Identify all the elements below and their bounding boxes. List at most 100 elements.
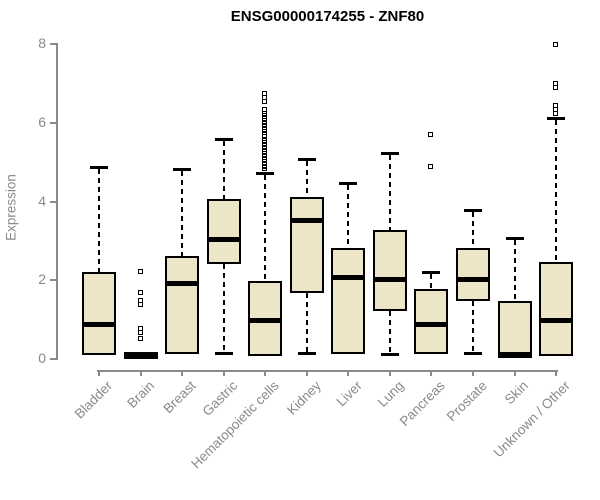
outlier-point bbox=[553, 81, 559, 87]
upper-whisker bbox=[472, 212, 475, 248]
upper-whisker bbox=[222, 141, 225, 199]
median-line bbox=[497, 351, 532, 357]
median-line bbox=[456, 276, 491, 282]
x-axis-tick bbox=[98, 370, 100, 376]
y-axis-tick bbox=[50, 279, 56, 282]
upper-whisker-cap bbox=[505, 237, 524, 240]
y-tick-label: 8 bbox=[38, 34, 46, 51]
category-label: Prostate bbox=[443, 378, 490, 425]
median-line bbox=[248, 318, 283, 324]
upper-whisker bbox=[430, 273, 433, 290]
outlier-point bbox=[137, 290, 143, 296]
outlier-point bbox=[428, 132, 434, 138]
x-axis-tick bbox=[347, 370, 350, 376]
x-axis-tick bbox=[388, 370, 391, 376]
upper-whisker-cap bbox=[464, 209, 483, 213]
upper-whisker-cap bbox=[173, 167, 192, 171]
median-line bbox=[414, 322, 449, 328]
median-line bbox=[123, 353, 158, 359]
category-label: Brain bbox=[124, 378, 158, 411]
x-axis-tick bbox=[472, 370, 475, 376]
category-label: Breast bbox=[160, 378, 199, 417]
lower-whisker bbox=[222, 263, 225, 353]
median-line bbox=[331, 274, 366, 280]
upper-whisker bbox=[555, 119, 558, 262]
upper-whisker bbox=[264, 174, 267, 282]
boxplot-box bbox=[82, 271, 116, 356]
upper-whisker bbox=[181, 170, 184, 256]
lower-whisker-cap bbox=[380, 353, 399, 357]
upper-whisker bbox=[305, 161, 308, 197]
category-label: Pancreas bbox=[397, 378, 449, 429]
outlier-point bbox=[553, 102, 559, 108]
x-axis-line bbox=[97, 370, 559, 372]
median-line bbox=[165, 280, 200, 286]
category-label: Lung bbox=[374, 378, 407, 410]
upper-whisker-cap bbox=[380, 152, 399, 156]
lower-whisker-cap bbox=[214, 352, 233, 356]
category-label: Skin bbox=[502, 378, 532, 408]
x-axis-tick bbox=[181, 370, 184, 376]
lower-whisker bbox=[305, 293, 308, 353]
y-tick-label: 0 bbox=[38, 350, 46, 367]
category-label: Kidney bbox=[283, 378, 324, 418]
x-axis-tick bbox=[430, 370, 433, 376]
category-label: Liver bbox=[333, 378, 365, 410]
boxplot-box bbox=[206, 198, 241, 264]
y-axis-line bbox=[56, 42, 58, 361]
median-line bbox=[82, 322, 116, 328]
boxplot-box bbox=[289, 196, 324, 294]
median-line bbox=[206, 237, 241, 243]
y-axis-tick bbox=[50, 200, 56, 203]
boxplot-box bbox=[331, 247, 366, 355]
outlier-point bbox=[137, 329, 143, 335]
y-axis-tick bbox=[50, 42, 56, 45]
lower-whisker bbox=[472, 301, 475, 353]
x-axis-tick bbox=[513, 370, 516, 376]
median-line bbox=[539, 318, 574, 324]
y-tick-label: 6 bbox=[38, 113, 46, 130]
x-axis-tick bbox=[222, 370, 225, 376]
outlier-point bbox=[553, 41, 559, 47]
x-axis-tick bbox=[555, 370, 558, 376]
upper-whisker bbox=[513, 240, 516, 302]
upper-whisker-cap bbox=[256, 171, 275, 175]
boxplot-box bbox=[414, 289, 449, 355]
upper-whisker-cap bbox=[547, 116, 566, 120]
upper-whisker-cap bbox=[422, 270, 441, 274]
upper-whisker-cap bbox=[339, 181, 358, 185]
outlier-point bbox=[262, 91, 268, 97]
lower-whisker-cap bbox=[464, 352, 483, 356]
boxplot-box bbox=[165, 255, 200, 355]
outlier-point bbox=[137, 268, 143, 274]
x-axis-tick bbox=[305, 370, 308, 376]
outlier-point bbox=[137, 302, 143, 308]
upper-whisker-cap bbox=[214, 138, 233, 142]
y-tick-label: 4 bbox=[38, 192, 46, 209]
y-tick-label: 2 bbox=[38, 271, 46, 288]
boxplot-box bbox=[372, 230, 407, 311]
median-line bbox=[289, 217, 324, 223]
boxplot-box bbox=[456, 247, 491, 302]
y-axis-tick bbox=[50, 358, 56, 361]
outlier-point bbox=[262, 106, 268, 112]
y-axis-tick bbox=[50, 121, 56, 124]
category-label: Bladder bbox=[72, 378, 116, 422]
boxplot-box bbox=[539, 261, 574, 357]
x-axis-tick bbox=[264, 370, 267, 376]
category-label: Unknown / Other bbox=[490, 378, 573, 461]
upper-whisker bbox=[388, 155, 391, 231]
lower-whisker bbox=[388, 310, 391, 354]
x-axis-tick bbox=[139, 370, 142, 376]
lower-whisker-cap bbox=[297, 352, 316, 356]
upper-whisker bbox=[347, 184, 350, 248]
boxplot-box bbox=[497, 301, 532, 359]
outlier-point bbox=[137, 335, 143, 341]
upper-whisker bbox=[98, 169, 100, 272]
median-line bbox=[372, 276, 407, 282]
outlier-point bbox=[428, 164, 434, 170]
chart-title: ENSG00000174255 - ZNF80 bbox=[230, 8, 425, 25]
upper-whisker-cap bbox=[90, 166, 108, 170]
category-label: Gastric bbox=[199, 378, 241, 419]
